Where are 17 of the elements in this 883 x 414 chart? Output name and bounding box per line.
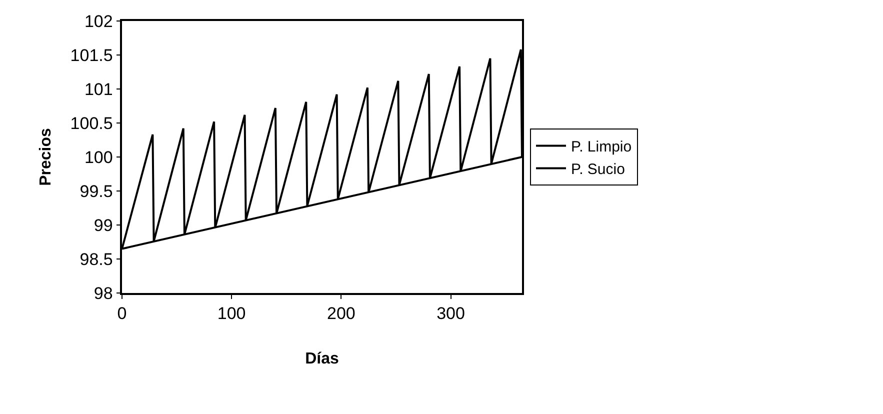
x-tick-label: 100 [217,304,246,324]
y-tick-label: 99.5 [80,182,113,201]
y-tick-label: 101.5 [70,46,113,65]
x-axis-title: Días [305,350,339,368]
y-tick-label: 98 [94,284,113,303]
y-tick-label: 100 [84,148,113,167]
y-tick-label: 99 [94,216,113,235]
y-axis-title: Precios [38,128,55,186]
x-tick-label: 0 [117,304,127,324]
y-tick-label: 98.5 [80,250,113,269]
y-tick-label: 100.5 [70,114,113,133]
x-tick-label: 200 [326,304,356,324]
y-tick-label: 101 [84,80,113,99]
x-tick-label: 300 [436,304,465,324]
legend-label: P. Sucio [571,161,625,178]
legend-label: P. Limpio [571,138,632,156]
y-tick-label: 102 [84,12,113,31]
